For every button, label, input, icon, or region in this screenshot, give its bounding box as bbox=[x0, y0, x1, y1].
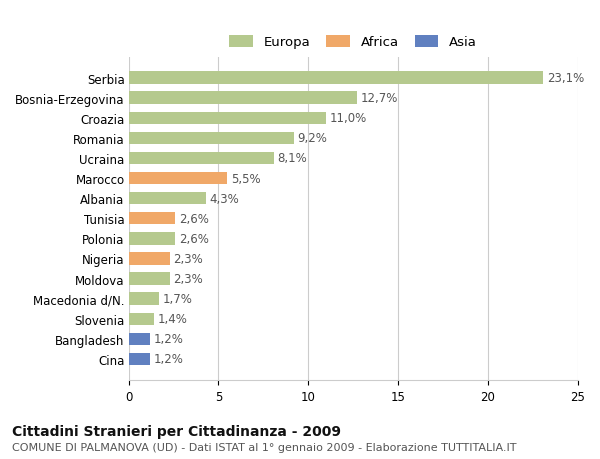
Bar bbox=[128, 192, 206, 205]
Bar bbox=[128, 233, 175, 245]
Bar bbox=[128, 112, 326, 125]
Text: 2,6%: 2,6% bbox=[179, 213, 209, 225]
Text: 9,2%: 9,2% bbox=[298, 132, 328, 145]
Text: 4,3%: 4,3% bbox=[209, 192, 239, 205]
Text: 5,5%: 5,5% bbox=[231, 172, 260, 185]
Bar bbox=[128, 353, 150, 365]
Bar bbox=[128, 293, 159, 305]
Bar bbox=[128, 213, 175, 225]
Text: 1,4%: 1,4% bbox=[157, 313, 187, 325]
Text: 2,6%: 2,6% bbox=[179, 232, 209, 245]
Text: 23,1%: 23,1% bbox=[547, 72, 584, 85]
Bar bbox=[128, 273, 170, 285]
Text: 1,7%: 1,7% bbox=[163, 292, 193, 306]
Bar bbox=[128, 333, 150, 345]
Legend: Europa, Africa, Asia: Europa, Africa, Asia bbox=[226, 32, 481, 53]
Text: 11,0%: 11,0% bbox=[330, 112, 367, 125]
Text: 2,3%: 2,3% bbox=[173, 252, 203, 265]
Bar bbox=[128, 72, 544, 84]
Text: 2,3%: 2,3% bbox=[173, 273, 203, 285]
Text: 1,2%: 1,2% bbox=[154, 353, 184, 366]
Text: 8,1%: 8,1% bbox=[278, 152, 307, 165]
Bar bbox=[128, 152, 274, 165]
Bar bbox=[128, 173, 227, 185]
Bar bbox=[128, 132, 294, 145]
Text: COMUNE DI PALMANOVA (UD) - Dati ISTAT al 1° gennaio 2009 - Elaborazione TUTTITAL: COMUNE DI PALMANOVA (UD) - Dati ISTAT al… bbox=[12, 442, 517, 452]
Text: 1,2%: 1,2% bbox=[154, 333, 184, 346]
Bar bbox=[128, 92, 357, 105]
Text: 12,7%: 12,7% bbox=[360, 92, 398, 105]
Text: Cittadini Stranieri per Cittadinanza - 2009: Cittadini Stranieri per Cittadinanza - 2… bbox=[12, 425, 341, 438]
Bar bbox=[128, 313, 154, 325]
Bar bbox=[128, 252, 170, 265]
